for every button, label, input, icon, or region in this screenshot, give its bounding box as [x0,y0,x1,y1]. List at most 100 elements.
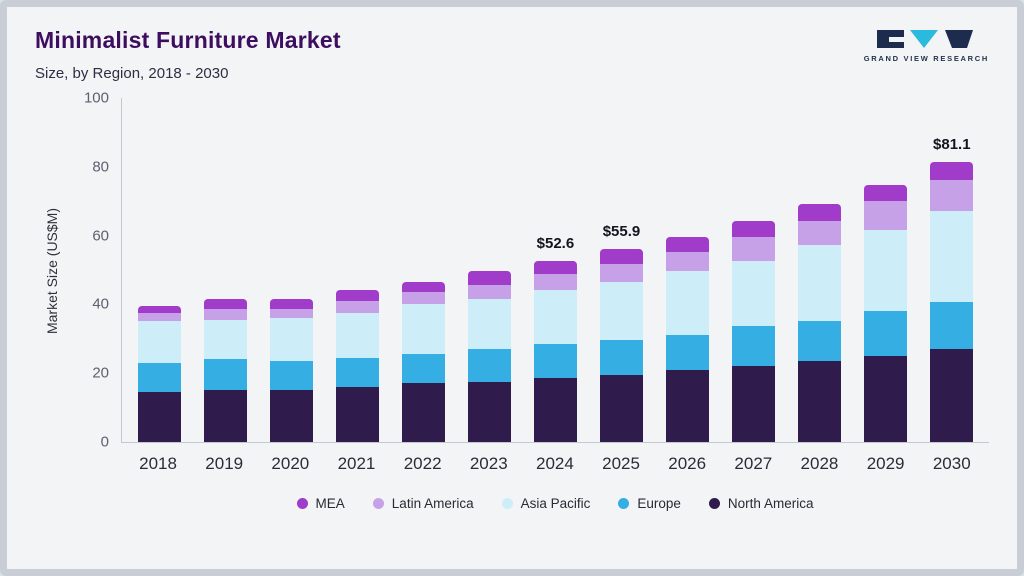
stacked-bar-chart: Market Size (US$M) 0 20 40 60 80 100 $52.6 $55.… [35,91,989,511]
bar-segment-europe [269,360,313,391]
bar-segment-europe [533,343,577,379]
header: Minimalist Furniture Market Size, by Reg… [35,23,989,82]
title-block: Minimalist Furniture Market Size, by Reg… [35,23,341,82]
bar-segment-asia-pacific [666,271,710,336]
legend-swatch-mea [296,498,308,509]
bar-segment-latin-america [732,236,776,261]
y-tick-label-60: 60 [92,227,109,245]
bar-2019 [203,298,247,442]
x-axis: 2018 2019 2020 2021 2022 2023 2024 2025 2026 2027… [121,443,989,474]
bar-segment-mea [335,290,379,301]
bar-segment-north-america [401,383,445,442]
bar-segment-latin-america [599,264,643,282]
bar-segment-asia-pacific [732,260,776,327]
bar-segment-latin-america [467,285,511,299]
bar-2018 [137,305,181,442]
bar-group-2029 [864,98,908,442]
bar-segment-latin-america [269,309,313,318]
bar-segment-mea [864,185,908,201]
bar-segment-europe [467,348,511,382]
bar-segment-north-america [864,355,908,442]
bar-segment-mea [269,298,313,310]
page-subtitle: Size, by Region, 2018 - 2030 [35,65,229,82]
bar-group-2023 [467,98,511,442]
bar-group-2022 [401,98,445,442]
bar-segment-latin-america [137,312,181,322]
y-tick-label-20: 20 [92,364,109,382]
legend-label-europe: Europe [637,496,681,511]
bar-group-2021 [335,98,379,442]
bar-segment-north-america [269,390,313,442]
y-tick-label-80: 80 [92,158,109,176]
bar-segment-mea [666,236,710,253]
x-tick-label-2018: 2018 [139,454,177,473]
bar-segment-asia-pacific [203,319,247,360]
x-tick-label-2025: 2025 [602,454,640,473]
bar-group-2028 [798,98,842,442]
bar-segment-asia-pacific [137,321,181,363]
legend-label-asia-pacific: Asia Pacific [520,496,591,511]
plot-area: 0 20 40 60 80 100 $52.6 $55.9 $81.1 [84,91,989,450]
bar-segment-europe [732,326,776,367]
bar-segment-europe [203,359,247,391]
y-axis-label-wrap: Market Size (US$M) [41,98,63,443]
legend-item-north-america: North America [708,496,813,511]
bar-group-2019 [203,98,247,442]
bar-2021 [335,290,379,442]
bar-segment-north-america [599,374,643,442]
y-tick-label-0: 0 [100,433,109,451]
bar-segment-europe [335,357,379,387]
bar-segment-mea [798,203,842,222]
bar-segment-mea [930,162,974,180]
bar-segment-asia-pacific [533,290,577,344]
bar-2026 [666,236,710,442]
bar-2029 [864,185,908,442]
bar-segment-asia-pacific [335,312,379,358]
bar-segment-north-america [732,366,776,442]
x-tick-label-2029: 2029 [866,454,905,473]
bar-segment-north-america [137,391,181,442]
bar-segment-europe [137,362,181,392]
x-tick-label-2023: 2023 [469,454,508,473]
legend-item-latin-america: Latin America [372,496,474,511]
x-tick-label-2028: 2028 [800,454,839,473]
bar-segment-latin-america [203,309,247,320]
bar-segment-north-america [467,381,511,442]
x-tick-label-2022: 2022 [403,454,442,473]
x-tick-label-2027: 2027 [734,454,773,473]
bar-segment-north-america [798,360,842,442]
bar-segment-latin-america [864,200,908,230]
x-tick-label-2026: 2026 [668,454,707,473]
bar-group-2024: $52.6 [533,98,577,442]
bar-group-2026 [666,98,710,442]
bar-segment-europe [401,354,445,384]
bar-segment-latin-america [798,221,842,246]
bar-segment-north-america [930,348,974,442]
bar-segment-asia-pacific [864,229,908,311]
bar-segment-asia-pacific [930,210,974,303]
bar-segment-latin-america [401,291,445,305]
bar-segment-europe [930,302,974,349]
bar-2023 [467,271,511,442]
logo-mark-icon [877,30,974,48]
bar-2030 [930,162,974,442]
legend-item-mea: MEA [296,496,345,511]
legend-swatch-asia-pacific [501,498,513,509]
bar-segment-asia-pacific [798,245,842,322]
x-tick-label-2030: 2030 [932,454,971,473]
bar-segment-europe [666,335,710,370]
bar-2022 [401,281,445,442]
bar-segment-mea [137,305,181,313]
bar-2027 [732,221,776,442]
bar-2025 [599,249,643,442]
x-tick-label-2021: 2021 [337,454,376,473]
bar-segment-latin-america [930,179,974,211]
bar-segment-north-america [666,369,710,442]
x-tick-label-2024: 2024 [535,454,574,473]
bar-segment-mea [401,281,445,292]
bar-segment-latin-america [533,274,577,291]
bar-segment-asia-pacific [599,281,643,341]
y-axis-label: Market Size (US$M) [44,207,60,334]
legend-item-europe: Europe [618,496,681,511]
